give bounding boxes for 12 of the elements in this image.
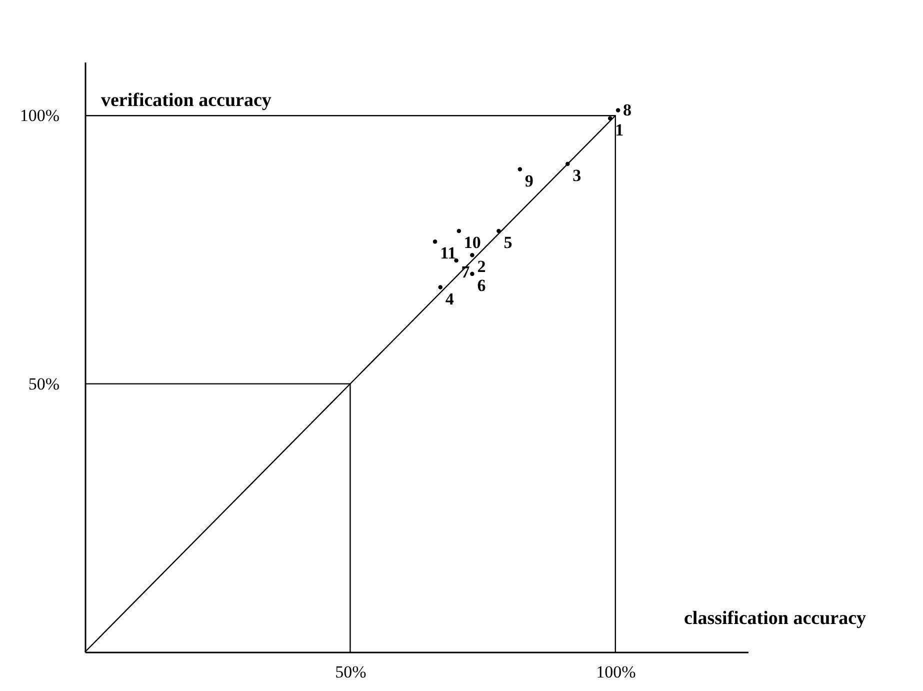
series-label: 1 <box>615 120 624 140</box>
series-label: 4 <box>445 289 454 308</box>
series-label: 9 <box>524 171 534 190</box>
series-label: 5 <box>504 232 512 252</box>
series-label: 11 <box>440 244 456 263</box>
series-label: 2 <box>477 257 486 276</box>
series-label: 8 <box>623 100 632 120</box>
y-axis-title: verification accuracy <box>101 90 272 111</box>
x-axis-title: classification accuracy <box>684 608 867 629</box>
series-label: 6 <box>477 276 486 295</box>
series-label: 3 <box>572 166 582 185</box>
series-label: 10 <box>464 232 481 252</box>
